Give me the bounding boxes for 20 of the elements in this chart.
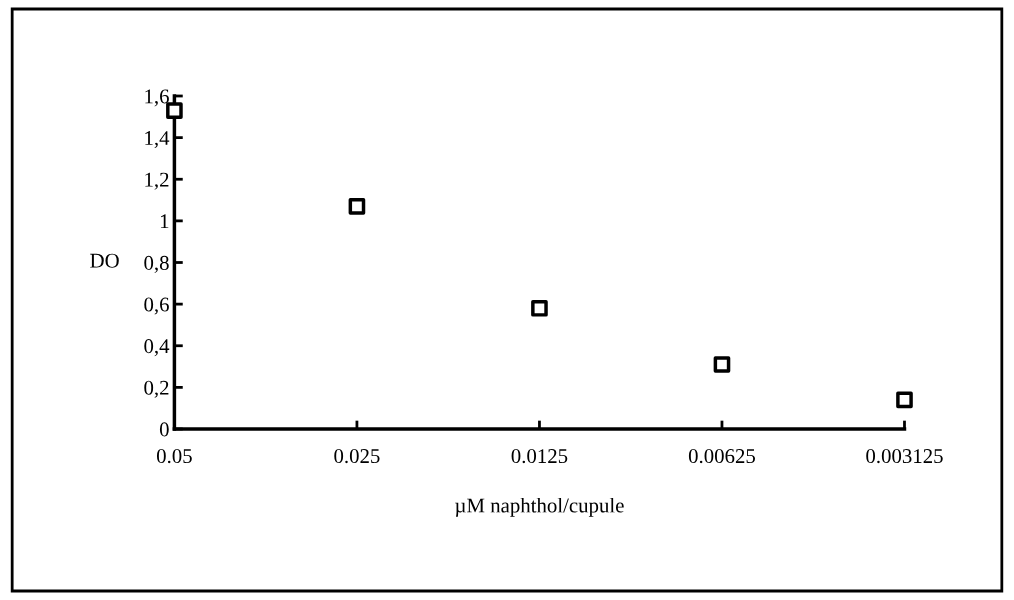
y-tick-label: 0,8 bbox=[144, 255, 169, 273]
x-tick-label: 0.003125 bbox=[866, 449, 943, 464]
point bbox=[348, 197, 366, 215]
y-tick-label: 0 bbox=[159, 422, 169, 437]
y-tick-label: 0,2 bbox=[144, 380, 169, 398]
point bbox=[713, 356, 731, 373]
x-tick-label: 0.05 bbox=[156, 449, 192, 464]
y-tick-label: 1,4 bbox=[145, 131, 170, 149]
y-axis-title: DO bbox=[90, 253, 119, 268]
y-tick-label: 0,4 bbox=[144, 339, 170, 357]
point bbox=[531, 299, 548, 317]
x-axis-title: µM naphthol/cupule bbox=[455, 497, 624, 517]
y-tick-label: 1 bbox=[160, 214, 169, 229]
y-tick-label: 1,2 bbox=[145, 172, 169, 190]
point bbox=[896, 391, 913, 409]
y-tick-label: 1,6 bbox=[145, 89, 169, 107]
x-tick-label: 0.00625 bbox=[688, 449, 756, 464]
y-tick-label: 0,6 bbox=[144, 297, 169, 315]
x-tick-label: 0.025 bbox=[334, 449, 380, 464]
x-tick-label: 0.0125 bbox=[511, 449, 568, 464]
